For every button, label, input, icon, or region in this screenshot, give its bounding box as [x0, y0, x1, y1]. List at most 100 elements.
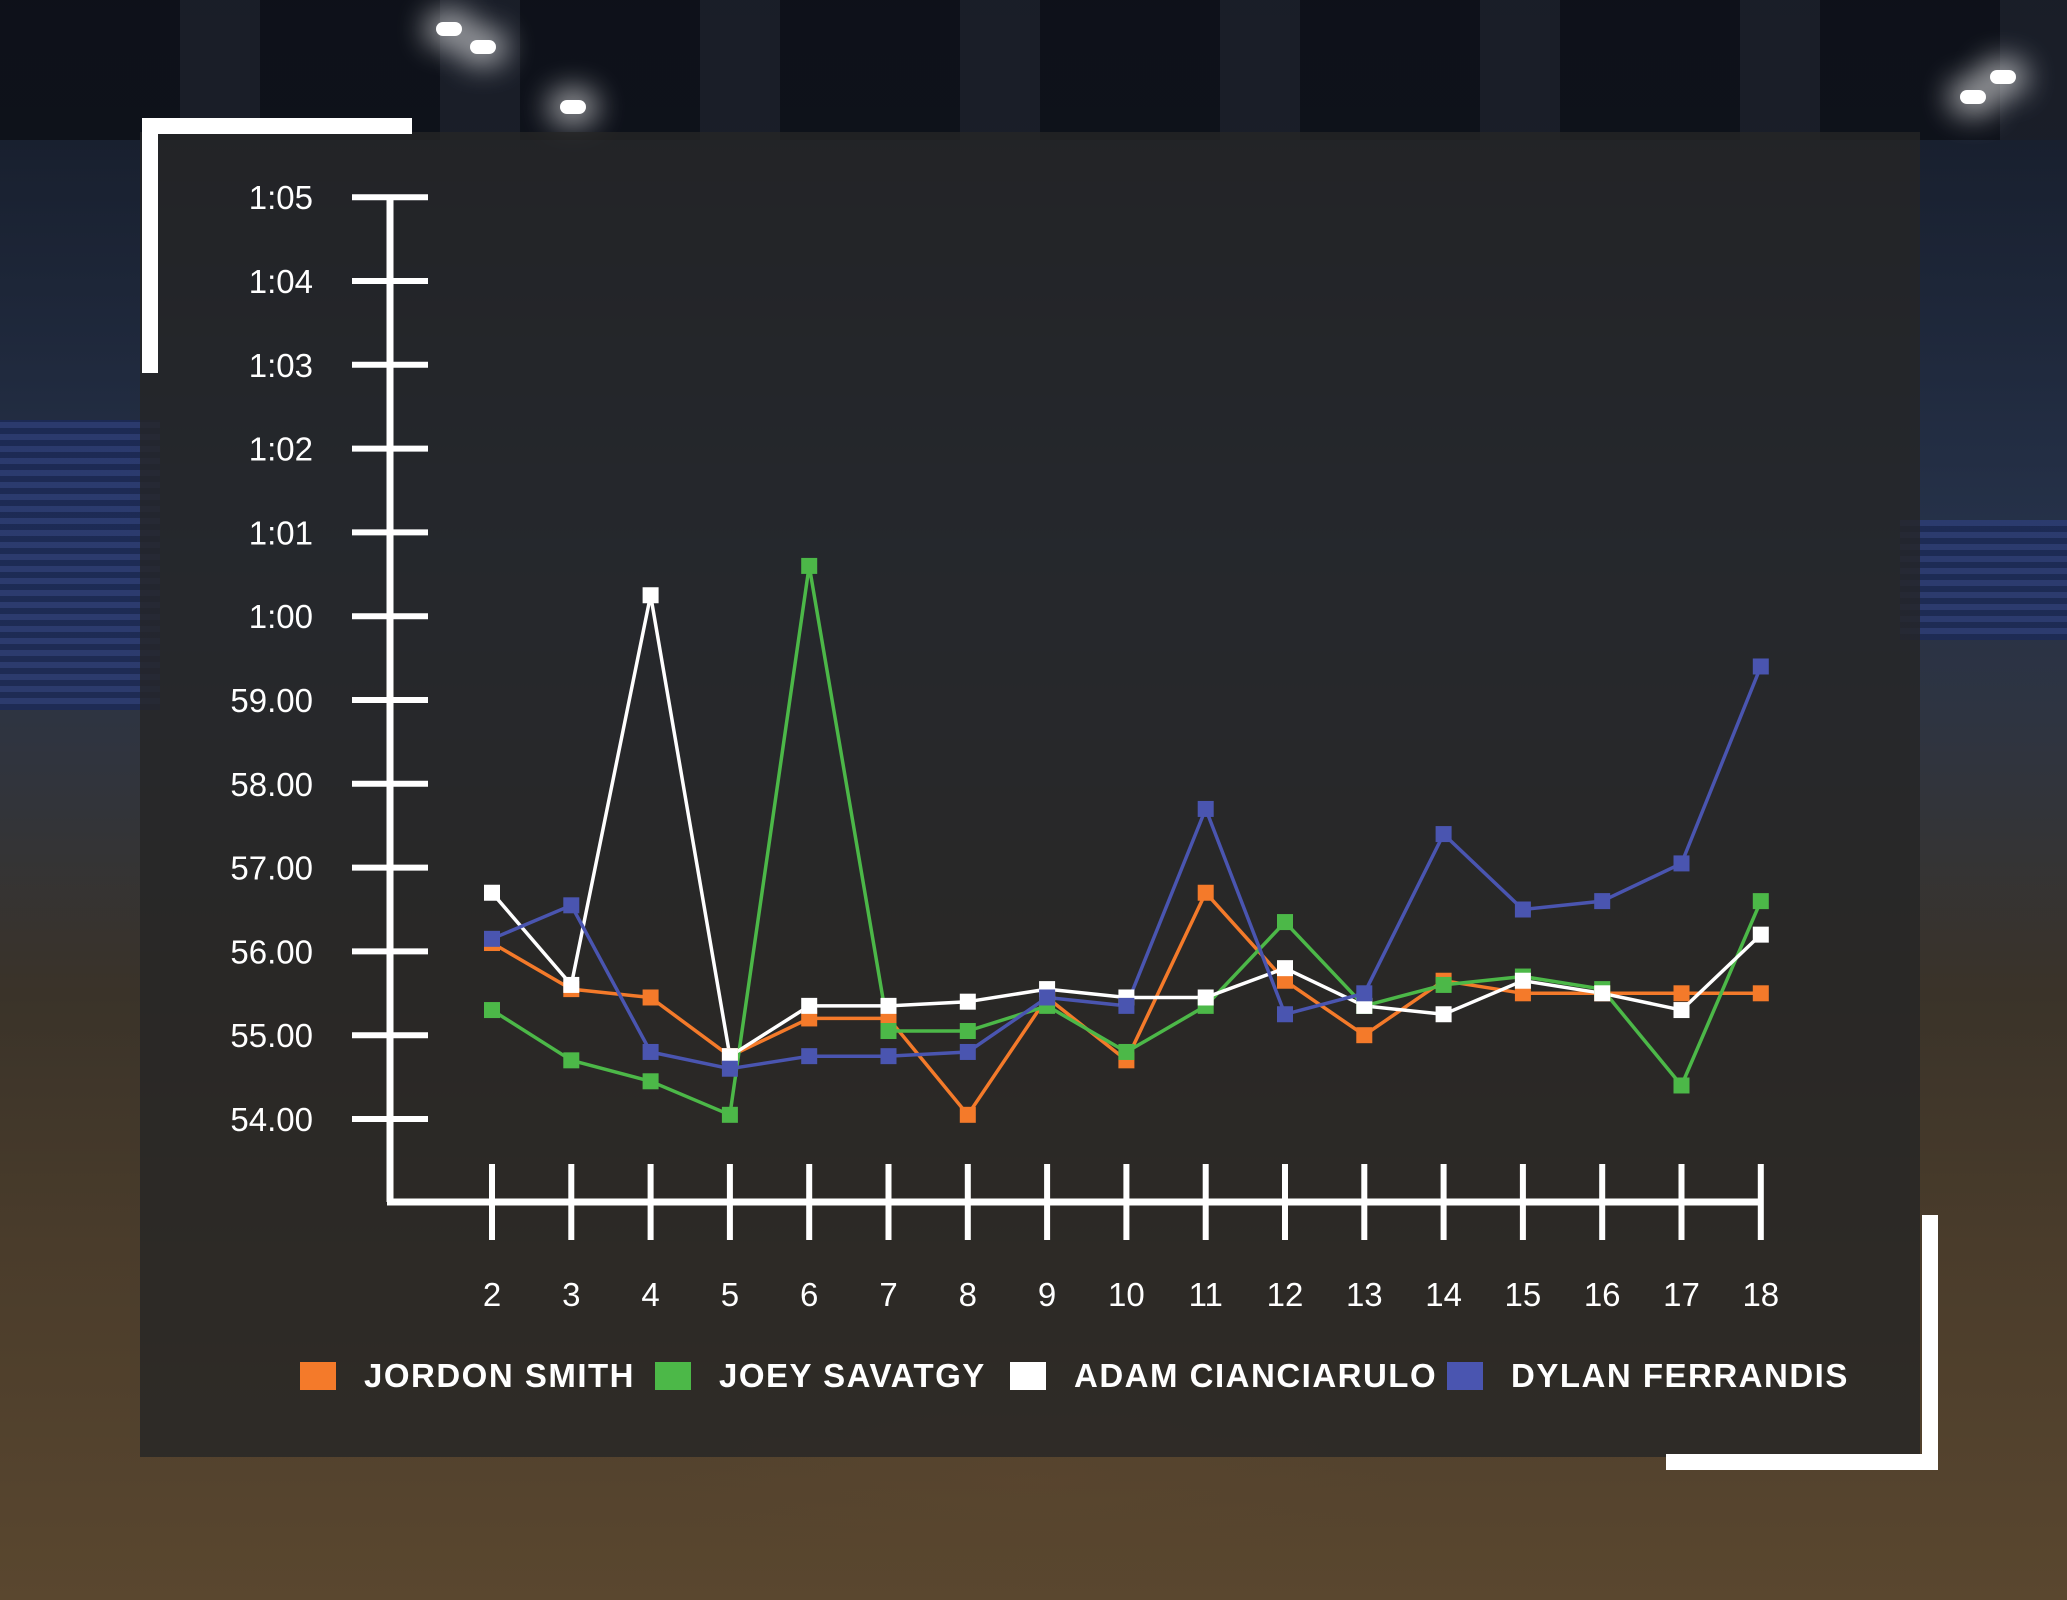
data-point-dylan-ferrandis	[1673, 855, 1690, 872]
data-point-joey-savatgy	[642, 1073, 659, 1090]
data-point-adam-cianciarulo	[959, 993, 976, 1010]
x-tick-label: 7	[879, 1276, 897, 1313]
legend-swatch	[1447, 1362, 1483, 1390]
data-point-jordon-smith	[1673, 985, 1690, 1002]
data-point-joey-savatgy	[484, 1002, 500, 1019]
stadium-light	[436, 22, 462, 36]
legend-item: JOEY SAVATGY	[655, 1356, 986, 1396]
chart-panel-overlay	[140, 132, 1920, 1457]
data-point-adam-cianciarulo	[801, 997, 818, 1014]
chart-legend: JORDON SMITH JOEY SAVATGY ADAM CIANCIARULO…	[0, 1356, 2067, 1396]
data-point-jordon-smith	[1514, 985, 1531, 1002]
data-point-dylan-ferrandis	[1514, 901, 1531, 918]
arena-roof-trusses	[0, 0, 2067, 140]
x-tick-label: 18	[1742, 1276, 1779, 1313]
corner-bracket-bottom-right-vertical	[1922, 1215, 1938, 1470]
y-tick-label: 1:02	[249, 431, 313, 468]
data-point-dylan-ferrandis	[801, 1048, 818, 1065]
corner-bracket-bottom-right-horizontal	[1666, 1454, 1938, 1470]
data-point-jordon-smith	[1752, 985, 1769, 1002]
y-tick-label: 1:00	[249, 598, 313, 635]
legend-label: JOEY SAVATGY	[719, 1357, 986, 1394]
x-tick-label: 13	[1346, 1276, 1383, 1313]
data-point-adam-cianciarulo	[1277, 960, 1293, 977]
data-point-dylan-ferrandis	[959, 1043, 976, 1060]
stadium-light	[560, 100, 586, 114]
legend-label: DYLAN FERRANDIS	[1511, 1357, 1849, 1394]
data-point-adam-cianciarulo	[1594, 985, 1611, 1002]
data-point-joey-savatgy	[1673, 1077, 1690, 1094]
legend-label: JORDON SMITH	[364, 1357, 636, 1394]
x-tick-label: 17	[1663, 1276, 1700, 1313]
stands-left	[0, 420, 160, 710]
data-point-adam-cianciarulo	[1356, 997, 1373, 1014]
data-point-adam-cianciarulo	[642, 587, 659, 604]
x-tick-label: 3	[562, 1276, 580, 1313]
data-point-jordon-smith	[642, 989, 659, 1006]
data-point-joey-savatgy	[1435, 976, 1452, 993]
data-point-jordon-smith	[1277, 972, 1293, 989]
data-point-jordon-smith	[959, 1106, 976, 1123]
legend-item: DYLAN FERRANDIS	[1447, 1356, 1849, 1396]
data-point-dylan-ferrandis	[1118, 997, 1135, 1014]
x-tick-label: 15	[1505, 1276, 1542, 1313]
x-tick-label: 12	[1267, 1276, 1304, 1313]
x-tick-label: 10	[1108, 1276, 1145, 1313]
y-tick-label: 56.00	[230, 933, 313, 970]
data-point-adam-cianciarulo	[1197, 989, 1214, 1006]
data-point-joey-savatgy	[880, 1023, 897, 1040]
series-lines	[490, 564, 1763, 1117]
y-tick-labels: 54.00 55.00 56.00 57.00 58.00 59.00 1:00 1:01 1:…	[230, 179, 313, 1138]
x-tick-label: 2	[483, 1276, 501, 1313]
data-point-dylan-ferrandis	[721, 1060, 738, 1077]
chart-axes	[352, 194, 1764, 1240]
legend-swatch	[655, 1362, 691, 1390]
y-tick-label: 1:05	[249, 179, 313, 216]
data-point-dylan-ferrandis	[1277, 1006, 1293, 1023]
data-point-dylan-ferrandis	[1197, 800, 1214, 817]
stadium-light	[1960, 90, 1986, 104]
data-point-dylan-ferrandis	[1752, 658, 1769, 675]
data-point-jordon-smith	[1356, 1027, 1373, 1044]
data-point-adam-cianciarulo	[1752, 926, 1769, 943]
data-point-dylan-ferrandis	[1356, 985, 1373, 1002]
stadium-light	[1990, 70, 2016, 84]
corner-bracket-top-left-horizontal	[142, 118, 412, 134]
data-point-adam-cianciarulo	[1673, 1002, 1690, 1019]
x-tick-label: 6	[800, 1276, 818, 1313]
data-point-jordon-smith	[1197, 884, 1214, 901]
data-point-dylan-ferrandis	[642, 1043, 659, 1060]
y-tick-label: 57.00	[230, 850, 313, 887]
data-point-adam-cianciarulo	[484, 884, 500, 901]
data-point-dylan-ferrandis	[1039, 989, 1056, 1006]
data-point-jordon-smith	[801, 1010, 818, 1027]
y-tick-label: 55.00	[230, 1017, 313, 1054]
data-point-joey-savatgy	[721, 1106, 738, 1123]
data-point-adam-cianciarulo	[563, 976, 580, 993]
series-markers	[484, 557, 1769, 1123]
data-point-adam-cianciarulo	[1435, 1006, 1452, 1023]
data-point-joey-savatgy	[1118, 1043, 1135, 1060]
legend-swatch	[300, 1362, 336, 1390]
y-tick-label: 1:01	[249, 514, 313, 551]
x-tick-label: 4	[641, 1276, 659, 1313]
data-point-adam-cianciarulo	[721, 1048, 738, 1065]
y-tick-label: 59.00	[230, 682, 313, 719]
x-tick-label: 16	[1584, 1276, 1621, 1313]
x-tick-label: 5	[721, 1276, 739, 1313]
data-point-adam-cianciarulo	[1514, 972, 1531, 989]
legend-label: ADAM CIANCIARULO	[1074, 1357, 1438, 1394]
legend-swatch	[1010, 1362, 1046, 1390]
x-tick-label: 8	[959, 1276, 977, 1313]
x-tick-labels: 2 3 4 5 6 7 8 9 10 11 12 13 14 15 16 17 18	[483, 1276, 1779, 1313]
series-line-adam-cianciarulo	[490, 593, 1763, 1058]
data-point-dylan-ferrandis	[1435, 826, 1452, 843]
stands-right	[1900, 520, 2067, 640]
data-point-joey-savatgy	[1277, 914, 1293, 931]
legend-item: JORDON SMITH	[300, 1356, 635, 1396]
data-point-dylan-ferrandis	[484, 930, 500, 947]
data-point-dylan-ferrandis	[563, 897, 580, 914]
y-tick-label: 1:04	[249, 263, 313, 300]
data-point-dylan-ferrandis	[880, 1048, 897, 1065]
